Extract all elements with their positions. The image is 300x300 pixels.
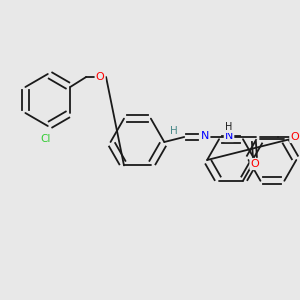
Text: O: O <box>290 132 299 142</box>
Text: Cl: Cl <box>40 134 51 144</box>
Text: H: H <box>170 125 178 136</box>
Text: N: N <box>201 131 209 141</box>
Text: O: O <box>96 72 104 82</box>
Text: N: N <box>225 131 233 141</box>
Text: H: H <box>225 122 233 132</box>
Text: O: O <box>250 159 259 169</box>
